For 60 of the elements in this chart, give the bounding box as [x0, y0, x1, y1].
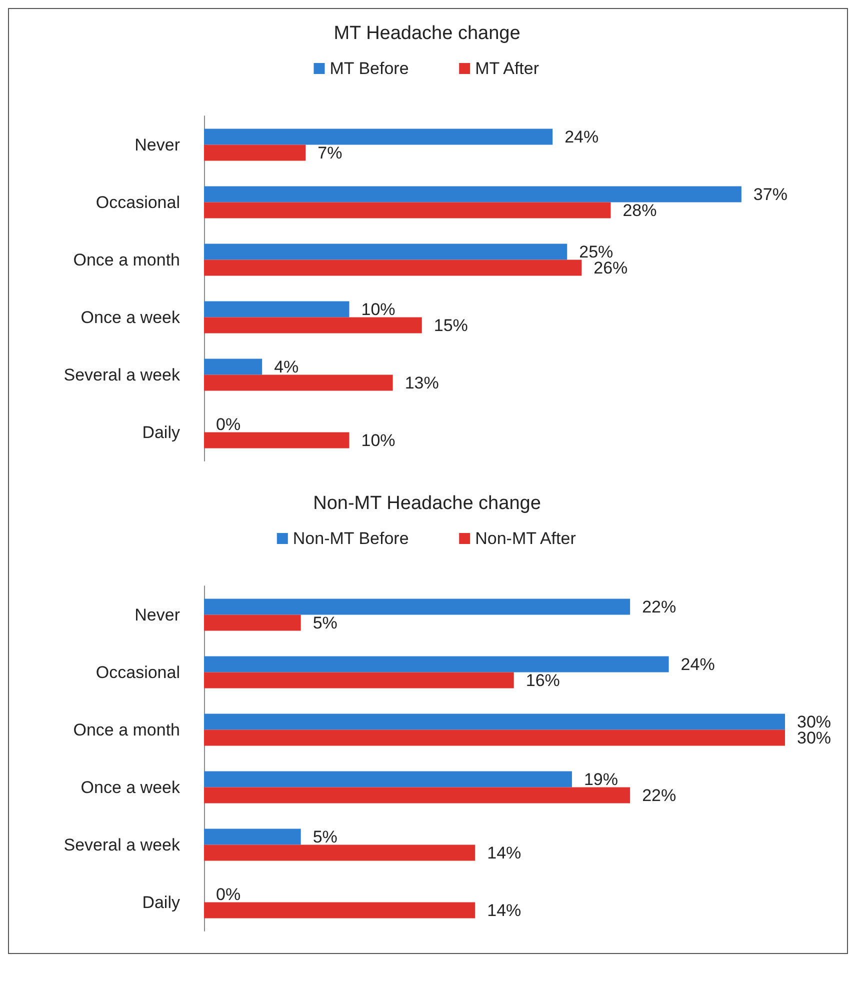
bar	[204, 186, 742, 202]
bar	[204, 358, 262, 375]
data-label: 0%	[216, 414, 241, 434]
legend-label: Non-MT After	[475, 529, 576, 548]
bar	[204, 144, 306, 161]
data-label: 7%	[318, 143, 342, 162]
y-tick-label: Once a week	[80, 308, 180, 327]
bar	[204, 614, 301, 631]
data-label: 5%	[312, 827, 338, 846]
data-label: 14%	[487, 900, 522, 920]
data-label: 13%	[404, 373, 439, 392]
bar	[204, 714, 785, 730]
bar	[204, 672, 514, 688]
data-label: 14%	[487, 843, 522, 862]
data-label: 22%	[642, 597, 676, 616]
bar	[204, 730, 785, 746]
y-tick-label: Occasional	[96, 662, 180, 682]
chart-title: MT Headache change	[334, 23, 520, 44]
bar	[204, 902, 476, 918]
y-tick-label: Never	[134, 605, 180, 624]
legend-label: MT After	[475, 59, 540, 78]
bar	[204, 317, 422, 334]
bar	[204, 787, 630, 804]
y-tick-label: Occasional	[96, 192, 180, 212]
bar	[204, 301, 350, 318]
bar	[204, 374, 393, 391]
y-tick-label: Once a week	[80, 778, 180, 797]
bar	[204, 244, 568, 260]
data-label: 15%	[434, 316, 468, 335]
bar	[204, 771, 572, 788]
y-tick-label: Daily	[142, 422, 180, 442]
y-tick-label: Daily	[142, 892, 180, 912]
data-label: 24%	[680, 654, 715, 674]
bar	[204, 128, 553, 145]
bar	[204, 828, 301, 845]
y-tick-label: Several a week	[64, 835, 180, 854]
y-tick-label: Several a week	[64, 365, 180, 384]
data-label: 37%	[753, 184, 788, 204]
data-label: 24%	[564, 127, 599, 146]
bar	[204, 432, 350, 448]
data-label: 0%	[216, 884, 241, 904]
data-label: 19%	[584, 770, 618, 789]
legend-label: Non-MT Before	[292, 529, 409, 548]
bar	[204, 598, 630, 615]
data-label: 5%	[312, 613, 338, 632]
data-label: 10%	[361, 300, 396, 319]
data-label: 22%	[642, 786, 676, 805]
y-tick-label: Once a month	[73, 720, 180, 740]
bar	[204, 202, 611, 218]
chart-title: Non-MT Headache change	[313, 493, 541, 514]
legend-label: MT Before	[330, 59, 409, 78]
bar	[204, 260, 582, 276]
data-label: 10%	[361, 430, 396, 450]
data-label: 16%	[526, 670, 560, 690]
y-tick-label: Never	[134, 135, 180, 154]
bar	[204, 656, 669, 672]
y-tick-label: Once a month	[73, 250, 180, 270]
bar	[204, 844, 476, 861]
data-label: 4%	[274, 357, 299, 376]
data-label: 28%	[622, 200, 657, 220]
